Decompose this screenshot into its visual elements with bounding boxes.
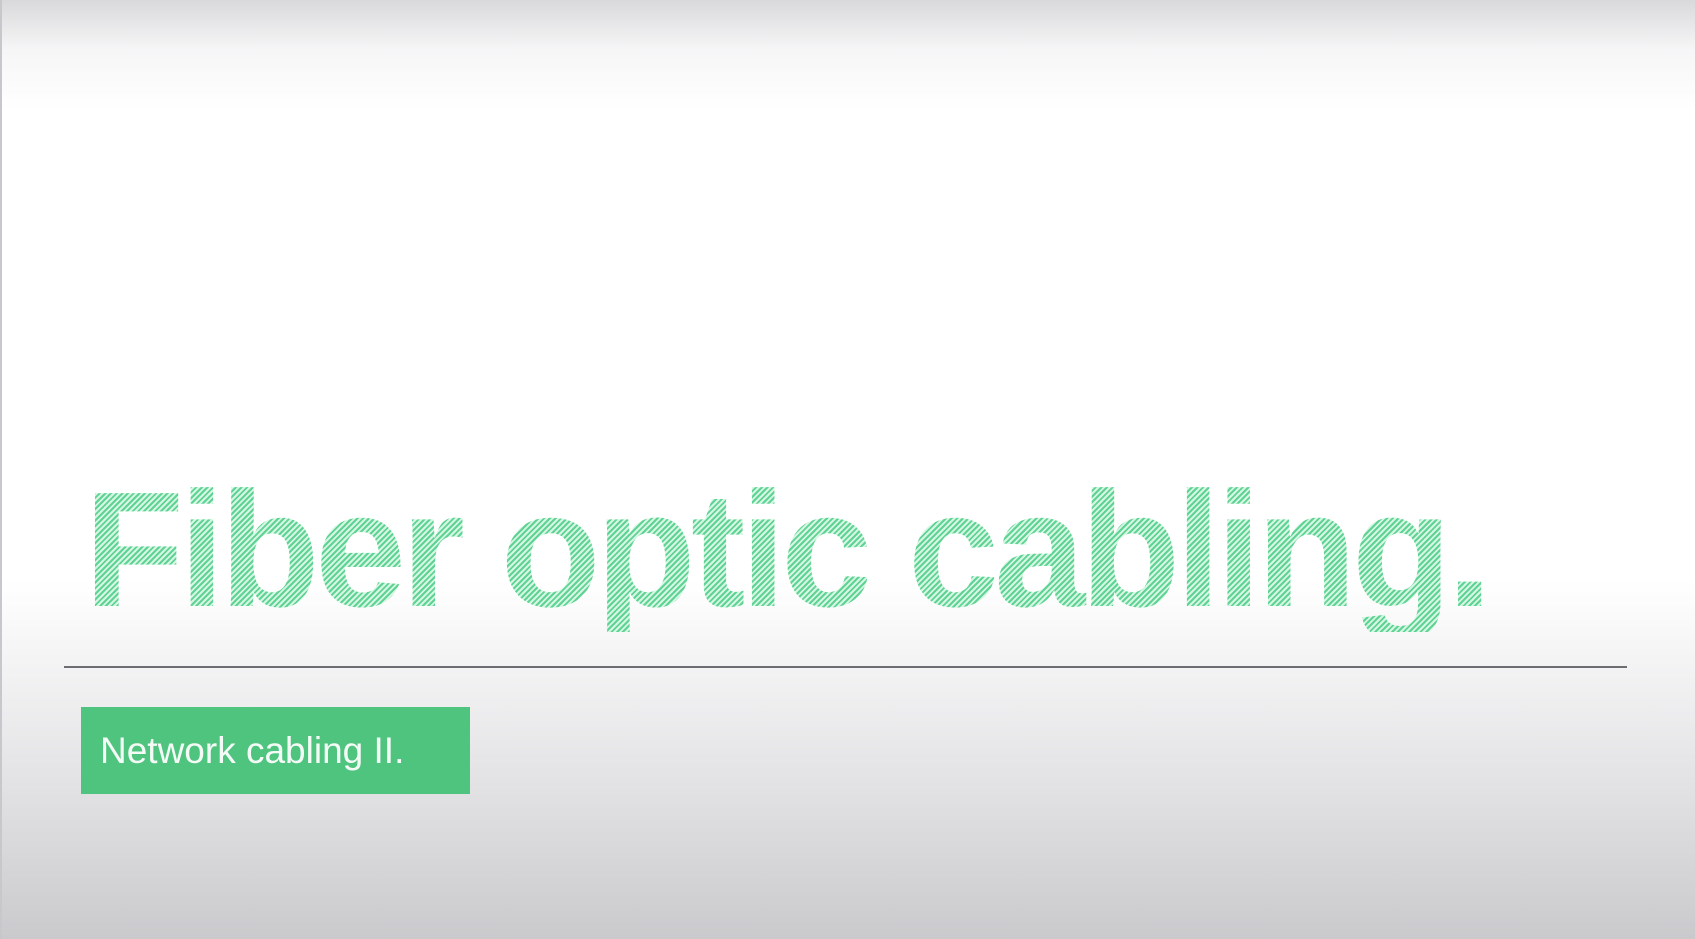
- slide-subtitle: Network cabling II.: [100, 729, 405, 771]
- slide-title: Fiber optic cabling.: [84, 468, 1584, 632]
- title-divider: [64, 666, 1627, 668]
- slide-left-edge: [0, 0, 2, 939]
- subtitle-badge: Network cabling II.: [81, 707, 470, 794]
- title-container: Fiber optic cabling.: [84, 468, 1584, 668]
